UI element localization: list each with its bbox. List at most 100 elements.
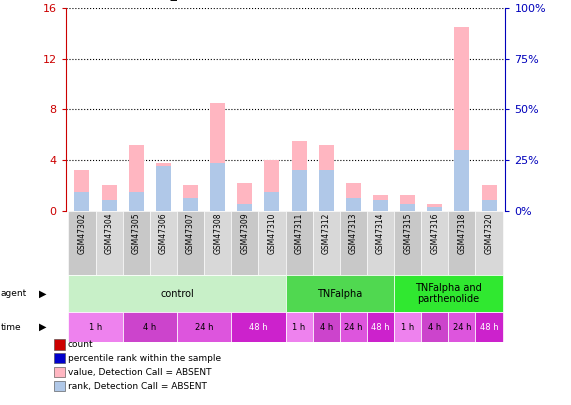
- Text: GSM47320: GSM47320: [485, 213, 493, 254]
- Text: percentile rank within the sample: percentile rank within the sample: [68, 354, 221, 363]
- Bar: [238, 204, 252, 211]
- Bar: [69, 312, 123, 342]
- Bar: [258, 211, 286, 275]
- Text: ▶: ▶: [39, 289, 46, 298]
- Text: control: control: [160, 289, 194, 298]
- Text: 24 h: 24 h: [344, 322, 363, 332]
- Bar: [476, 312, 502, 342]
- Bar: [150, 211, 177, 275]
- Text: GSM47308: GSM47308: [213, 213, 222, 254]
- Bar: [238, 183, 252, 211]
- Text: count: count: [68, 340, 94, 349]
- Text: 1 h: 1 h: [89, 322, 102, 332]
- Bar: [204, 211, 231, 275]
- Bar: [129, 145, 144, 211]
- Bar: [346, 183, 361, 211]
- Bar: [313, 211, 340, 275]
- Bar: [286, 275, 394, 312]
- Bar: [373, 200, 388, 211]
- Bar: [156, 162, 171, 211]
- Bar: [102, 200, 116, 211]
- Text: GSM47310: GSM47310: [267, 213, 276, 254]
- Text: 24 h: 24 h: [195, 322, 214, 332]
- Bar: [476, 211, 502, 275]
- Text: 48 h: 48 h: [371, 322, 390, 332]
- Text: GSM47305: GSM47305: [132, 213, 140, 254]
- Text: GSM47302: GSM47302: [78, 213, 86, 254]
- Bar: [292, 170, 307, 211]
- Text: 4 h: 4 h: [320, 322, 333, 332]
- Text: 48 h: 48 h: [249, 322, 268, 332]
- Bar: [74, 192, 90, 211]
- Text: GSM47311: GSM47311: [295, 213, 304, 254]
- Bar: [231, 312, 286, 342]
- Bar: [286, 211, 313, 275]
- Text: GSM47314: GSM47314: [376, 213, 385, 254]
- Bar: [367, 312, 394, 342]
- Bar: [394, 312, 421, 342]
- Bar: [448, 312, 476, 342]
- Text: TNFalpha and
parthenolide: TNFalpha and parthenolide: [415, 283, 482, 305]
- Text: GSM47313: GSM47313: [349, 213, 358, 254]
- Bar: [373, 196, 388, 211]
- Text: GSM47312: GSM47312: [321, 213, 331, 254]
- Bar: [367, 211, 394, 275]
- Bar: [340, 211, 367, 275]
- Bar: [123, 211, 150, 275]
- Bar: [455, 150, 469, 211]
- Bar: [74, 170, 90, 211]
- Text: 1 h: 1 h: [292, 322, 305, 332]
- Bar: [69, 275, 286, 312]
- Text: ▶: ▶: [39, 322, 46, 332]
- Bar: [95, 211, 123, 275]
- Text: GSM47309: GSM47309: [240, 213, 250, 254]
- Text: GSM47307: GSM47307: [186, 213, 195, 254]
- Bar: [177, 312, 231, 342]
- Bar: [183, 198, 198, 211]
- Bar: [394, 211, 421, 275]
- Bar: [292, 141, 307, 211]
- Bar: [313, 312, 340, 342]
- Bar: [421, 211, 448, 275]
- Bar: [231, 211, 258, 275]
- Bar: [129, 192, 144, 211]
- Bar: [102, 185, 116, 211]
- Bar: [177, 211, 204, 275]
- Text: GSM47306: GSM47306: [159, 213, 168, 254]
- Bar: [156, 166, 171, 211]
- Bar: [264, 160, 279, 211]
- Text: 4 h: 4 h: [143, 322, 156, 332]
- Text: GSM47315: GSM47315: [403, 213, 412, 254]
- Text: GSM47316: GSM47316: [431, 213, 439, 254]
- Text: 24 h: 24 h: [453, 322, 471, 332]
- Text: agent: agent: [1, 289, 27, 298]
- Bar: [400, 204, 415, 211]
- Bar: [286, 312, 313, 342]
- Text: rank, Detection Call = ABSENT: rank, Detection Call = ABSENT: [68, 382, 207, 391]
- Bar: [400, 196, 415, 211]
- Bar: [346, 198, 361, 211]
- Bar: [421, 312, 448, 342]
- Bar: [264, 192, 279, 211]
- Bar: [481, 200, 497, 211]
- Bar: [448, 211, 476, 275]
- Text: GSM47304: GSM47304: [104, 213, 114, 254]
- Text: 4 h: 4 h: [428, 322, 441, 332]
- Bar: [481, 185, 497, 211]
- Bar: [210, 162, 225, 211]
- Text: value, Detection Call = ABSENT: value, Detection Call = ABSENT: [68, 368, 211, 377]
- Bar: [319, 170, 333, 211]
- Bar: [427, 207, 442, 211]
- Text: time: time: [1, 322, 21, 332]
- Text: GSM47318: GSM47318: [457, 213, 467, 254]
- Text: 1 h: 1 h: [401, 322, 414, 332]
- Bar: [427, 204, 442, 211]
- Bar: [183, 185, 198, 211]
- Bar: [319, 145, 333, 211]
- Bar: [340, 312, 367, 342]
- Bar: [455, 27, 469, 211]
- Bar: [69, 211, 95, 275]
- Bar: [123, 312, 177, 342]
- Text: TNFalpha: TNFalpha: [317, 289, 363, 298]
- Bar: [394, 275, 502, 312]
